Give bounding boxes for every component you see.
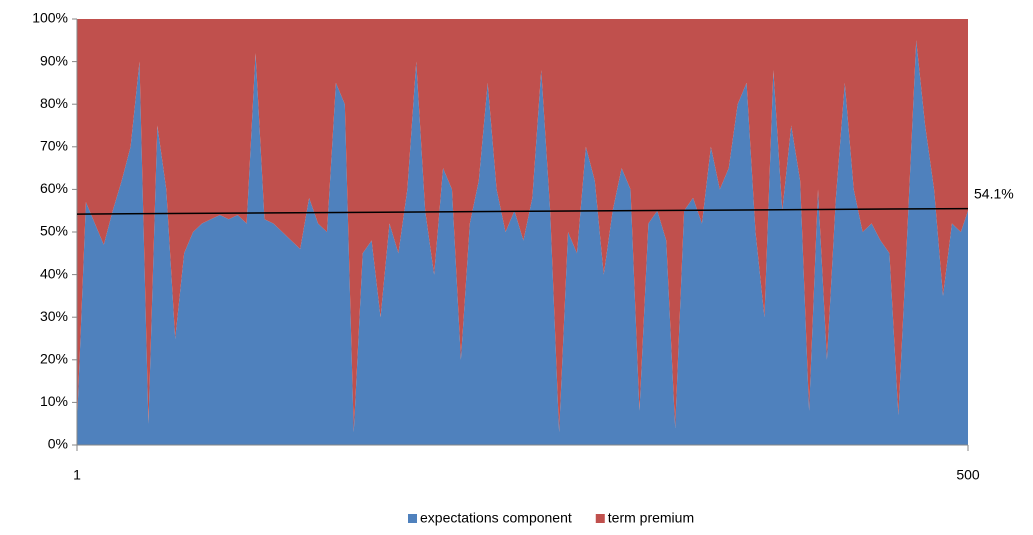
- y-tick-label: 50%: [40, 223, 68, 239]
- trend-line: [76, 207, 969, 215]
- y-tick-label: 90%: [40, 52, 68, 68]
- y-tick-label: 70%: [40, 138, 68, 154]
- y-tick-label: 40%: [40, 265, 68, 281]
- annotation: 54.1%: [974, 185, 1014, 201]
- x-tick-label: 1: [73, 467, 81, 483]
- y-tick-label: 20%: [40, 351, 68, 367]
- y-tick-label: 100%: [32, 10, 68, 26]
- y-tick-label: 0%: [48, 436, 68, 452]
- legend-swatch: [595, 514, 605, 523]
- y-tick-label: 60%: [40, 180, 68, 196]
- area: [77, 40, 968, 446]
- legend-swatch: [408, 514, 417, 523]
- x-tick-label: 500: [956, 467, 980, 483]
- y-tick-label: 80%: [40, 95, 68, 111]
- y-tick-label: 10%: [40, 393, 68, 409]
- y-tick-label: 30%: [40, 308, 68, 324]
- legend-label: term premium: [608, 510, 694, 526]
- area: [77, 19, 968, 433]
- legend-label: expectations component: [420, 510, 572, 526]
